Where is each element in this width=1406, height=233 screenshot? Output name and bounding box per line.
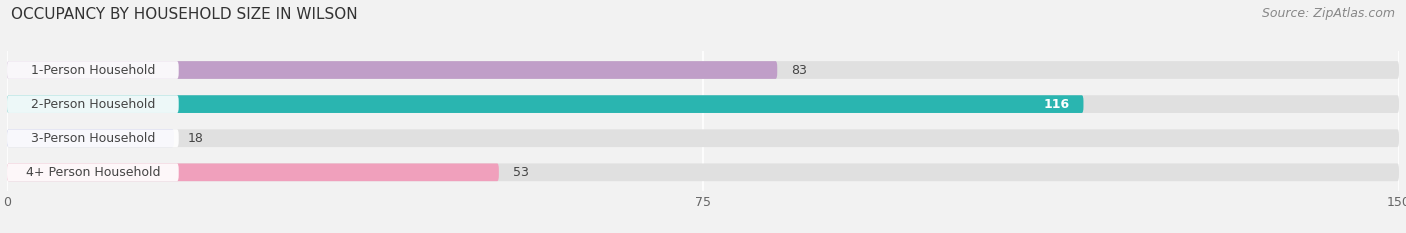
FancyBboxPatch shape bbox=[7, 61, 778, 79]
FancyBboxPatch shape bbox=[7, 129, 179, 147]
FancyBboxPatch shape bbox=[7, 163, 1399, 181]
Text: Source: ZipAtlas.com: Source: ZipAtlas.com bbox=[1261, 7, 1395, 20]
Text: 116: 116 bbox=[1043, 98, 1070, 111]
Text: 2-Person Household: 2-Person Household bbox=[31, 98, 155, 111]
Text: 53: 53 bbox=[513, 166, 529, 179]
FancyBboxPatch shape bbox=[7, 95, 1084, 113]
Text: OCCUPANCY BY HOUSEHOLD SIZE IN WILSON: OCCUPANCY BY HOUSEHOLD SIZE IN WILSON bbox=[11, 7, 359, 22]
Text: 1-Person Household: 1-Person Household bbox=[31, 64, 155, 76]
FancyBboxPatch shape bbox=[7, 61, 179, 79]
Text: 83: 83 bbox=[792, 64, 807, 76]
Text: 18: 18 bbox=[188, 132, 204, 145]
FancyBboxPatch shape bbox=[7, 129, 174, 147]
FancyBboxPatch shape bbox=[7, 129, 1399, 147]
FancyBboxPatch shape bbox=[7, 163, 499, 181]
FancyBboxPatch shape bbox=[7, 163, 179, 181]
Text: 4+ Person Household: 4+ Person Household bbox=[25, 166, 160, 179]
Text: 3-Person Household: 3-Person Household bbox=[31, 132, 155, 145]
FancyBboxPatch shape bbox=[7, 61, 1399, 79]
FancyBboxPatch shape bbox=[7, 95, 179, 113]
FancyBboxPatch shape bbox=[7, 95, 1399, 113]
